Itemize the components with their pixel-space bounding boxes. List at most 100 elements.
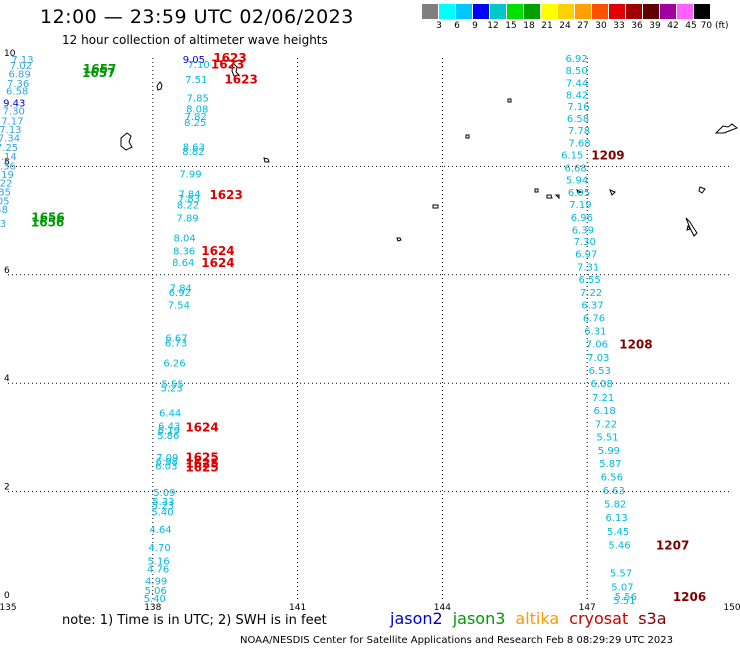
wave-height-value: 7.09: [156, 453, 178, 464]
island-outline: [263, 157, 270, 163]
satellite-legend-entry: altika: [515, 609, 560, 628]
wave-height-value: 8.08: [186, 104, 208, 115]
x-tick-label: 141: [289, 603, 306, 613]
wave-height-value: 7.30: [3, 107, 25, 118]
island-outline: [432, 204, 439, 209]
y-tick-label: 4: [4, 374, 10, 384]
wave-height-value: 7.06: [586, 340, 608, 351]
wave-height-value: 7.48: [0, 205, 8, 216]
wave-height-value: 6.89: [8, 70, 30, 81]
island-outline: [686, 224, 691, 231]
wave-height-value: 8.42: [566, 90, 588, 101]
wave-height-value: 6.15: [561, 150, 583, 161]
wave-height-value: 8.04: [174, 233, 196, 244]
wave-height-value: 5.82: [604, 500, 626, 511]
color-scale-label: 45: [685, 21, 697, 31]
wave-height-value: 6.44: [159, 408, 181, 419]
wave-height-value: 8.50: [565, 66, 587, 77]
color-scale-label: 33: [613, 21, 625, 31]
wave-height-value: 4.70: [148, 543, 170, 554]
wave-height-value: 7.85: [187, 94, 209, 105]
altimeter-track: 6.928.507.448.427.166.587.78 7.686.15 6.68…: [561, 54, 637, 607]
x-tick-label: 147: [579, 603, 596, 613]
footnote: note: 1) Time is in UTC; 2) SWH is in fe…: [62, 613, 327, 628]
wave-height-value: 7.84: [178, 190, 200, 201]
wave-height-value: 6.55: [578, 275, 600, 286]
wave-height-value: 6.63: [603, 486, 625, 497]
pass-time-label: 1623: [224, 73, 257, 87]
island-outline: [554, 194, 560, 200]
wave-height-value: 6.92: [169, 288, 191, 299]
wave-height-value: 7.51: [185, 75, 207, 86]
pass-time-label: 1209: [591, 148, 624, 162]
wave-height-value: 8.82: [182, 147, 204, 158]
island-outline: [714, 123, 738, 134]
color-scale-label: 70 (ft): [700, 21, 729, 31]
pass-time-label: 1657: [83, 62, 116, 76]
color-scale-label: 9: [472, 21, 478, 31]
pass-time-label: 1625: [185, 450, 218, 464]
y-tick-label: 0: [4, 591, 10, 601]
color-swatch: [677, 4, 694, 19]
satellite-legend-entry: cryosat: [569, 609, 629, 628]
wave-height-value: 8.64: [172, 258, 194, 269]
wave-height-value: 5.99: [598, 446, 620, 457]
wave-height-value: 6.03: [155, 462, 177, 473]
wave-height-value: 9.43: [3, 98, 25, 109]
wave-height-value: 6.08: [591, 379, 613, 390]
wave-height-value: 7.22: [580, 288, 602, 299]
pass-time-label: 1656: [31, 216, 64, 230]
wave-height-value: 7.89: [176, 213, 198, 224]
pass-time-label: 1206: [673, 590, 706, 604]
altimeter-tracks: 7.137.026.897.366.589.437.307.177.137.34…: [0, 54, 637, 607]
wave-height-value: 7.10: [188, 60, 210, 71]
wave-height-value: 6.97: [575, 250, 597, 261]
wave-height-value: 6.18: [593, 406, 615, 417]
wave-height-value: 6.37: [581, 301, 603, 312]
color-scale-label: 39: [649, 21, 661, 31]
wave-height-value: 8.25: [184, 118, 206, 129]
satellite-legend-entry: jason3: [452, 609, 506, 628]
wave-height-value: 5.51: [613, 596, 635, 607]
wave-height-value: 7.19: [0, 170, 14, 181]
wave-height-value: 6.68: [564, 163, 586, 174]
wave-height-value: 7.25: [0, 143, 18, 154]
wave-height-value: 7.05: [0, 197, 9, 208]
wave-height-value: 7.78: [568, 126, 590, 137]
wave-height-value: 5.86: [157, 431, 179, 442]
color-scale-label: 21: [541, 21, 553, 31]
wave-height-value: 6.53: [589, 366, 611, 377]
color-scale-label: 30: [595, 21, 607, 31]
wave-height-value: 7.14: [0, 152, 17, 163]
subtitle: 12 hour collection of altimeter wave hei…: [62, 33, 328, 47]
color-swatch: [507, 4, 524, 19]
x-tick-label: 135: [0, 603, 17, 613]
wave-height-value: 6.43: [158, 421, 180, 432]
wave-height-value: 6.56: [601, 472, 623, 483]
altimeter-track: 7.137.026.897.366.589.437.307.177.137.34…: [0, 55, 34, 230]
color-swatch: [609, 4, 626, 19]
color-swatch: [490, 4, 507, 19]
pass-time-label: 1623: [213, 51, 246, 65]
wave-height-value: 7.44: [566, 78, 588, 89]
grid-lines: [8, 58, 732, 600]
color-swatch: [473, 4, 490, 19]
wave-height-value: 7.36: [0, 161, 16, 172]
island-outline: [156, 81, 163, 91]
color-swatch: [524, 4, 541, 19]
wave-height-value: 7.84: [170, 283, 192, 294]
island-outline: [698, 186, 706, 194]
wave-height-value: 7.68: [568, 139, 590, 150]
wave-height-value: 5.23: [160, 384, 182, 395]
x-tick-label: 150: [723, 603, 740, 613]
wave-height-value: 6.39: [572, 225, 594, 236]
island-outline: [231, 61, 241, 77]
wave-height-value: 5.09: [153, 488, 175, 499]
wave-height-value: 7.36: [7, 79, 29, 90]
pass-time-label: 1625: [185, 456, 218, 470]
pass-time-label: 1624: [201, 244, 234, 258]
wave-height-value: 6.76: [583, 314, 605, 325]
wave-height-value: 7.22: [595, 419, 617, 430]
wave-height-value: 7.16: [567, 102, 589, 113]
